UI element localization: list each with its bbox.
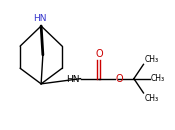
- Text: CH₃: CH₃: [144, 55, 159, 64]
- Text: CH₃: CH₃: [144, 94, 159, 103]
- Text: O: O: [116, 74, 123, 84]
- Text: HN: HN: [66, 75, 80, 84]
- Text: HN: HN: [33, 14, 47, 23]
- Text: CH₃: CH₃: [150, 74, 165, 83]
- Text: O: O: [95, 49, 103, 59]
